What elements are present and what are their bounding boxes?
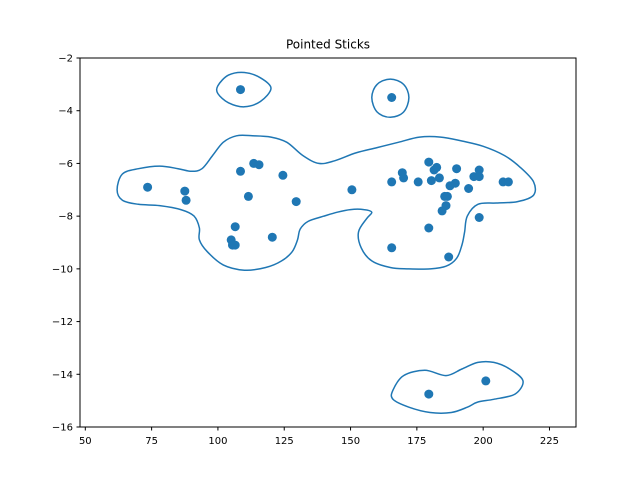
scatter-point-44 [424, 389, 434, 399]
contour-line-3 [116, 134, 537, 272]
scatter-point-28 [434, 173, 444, 183]
x-tick-label-50: 50 [79, 436, 92, 447]
scatter-points [143, 85, 513, 399]
scatter-point-40 [474, 172, 484, 182]
scatter-point-2 [180, 186, 190, 196]
scatter-point-7 [230, 240, 240, 250]
scatter-point-36 [452, 164, 462, 174]
y-tick-label--16: −16 [52, 423, 73, 434]
scatter-point-6 [230, 222, 240, 232]
y-tick-label--12: −12 [52, 317, 73, 328]
y-tick-label--8: −8 [58, 212, 73, 223]
scatter-point-23 [424, 157, 434, 167]
scatter-point-43 [503, 177, 513, 187]
x-tick-label-100: 100 [208, 436, 227, 447]
y-tick-label--10: −10 [52, 264, 73, 275]
scatter-point-17 [387, 93, 397, 102]
axes: 50 75 100 125 150 175 200 225 −2 −4 −6 −8 −10 −12 −14 −… [52, 54, 577, 447]
scatter-point-25 [426, 176, 436, 186]
x-tick-label-125: 125 [275, 436, 294, 447]
contour-line-4 [390, 360, 524, 414]
scatter-point-9 [236, 85, 245, 95]
y-tick-label--2: −2 [58, 54, 73, 65]
scatter-point-41 [474, 213, 484, 222]
scatter-point-16 [347, 185, 357, 195]
y-tick-label--14: −14 [52, 370, 73, 381]
scatter-point-31 [441, 201, 451, 211]
y-tick-label--4: −4 [58, 106, 73, 117]
x-tick-label-75: 75 [145, 436, 158, 447]
scatter-point-19 [387, 243, 397, 253]
x-tick-label-150: 150 [341, 436, 360, 447]
scatter-point-12 [254, 160, 264, 170]
chart-title: Pointed Sticks [286, 38, 370, 52]
scatter-point-21 [399, 173, 409, 183]
scatter-point-24 [424, 223, 434, 233]
scatter-point-34 [444, 252, 454, 262]
scatter-point-32 [442, 191, 452, 201]
contour-line-1 [215, 71, 272, 108]
x-tick-label-225: 225 [540, 436, 559, 447]
scatter-point-18 [387, 177, 397, 187]
contour-line-2 [371, 78, 410, 119]
scatter-point-27 [432, 162, 442, 172]
scatter-point-3 [181, 195, 191, 205]
x-tick-label-175: 175 [407, 436, 426, 447]
scatter-point-39 [474, 165, 484, 175]
scatter-point-8 [236, 166, 245, 176]
scatter-point-14 [278, 170, 288, 180]
scatter-point-10 [243, 191, 253, 201]
scatter-point-45 [481, 376, 491, 386]
x-tick-label-200: 200 [474, 436, 493, 447]
scatter-point-35 [450, 178, 460, 188]
scatter-point-37 [464, 184, 474, 193]
axes-frame [79, 57, 577, 428]
scatter-point-22 [413, 177, 423, 187]
contour-lines [116, 71, 537, 414]
y-tick-label--6: −6 [58, 159, 73, 170]
scatter-point-15 [291, 197, 301, 207]
scatter-point-1 [143, 182, 153, 192]
scatter-point-13 [267, 232, 277, 242]
